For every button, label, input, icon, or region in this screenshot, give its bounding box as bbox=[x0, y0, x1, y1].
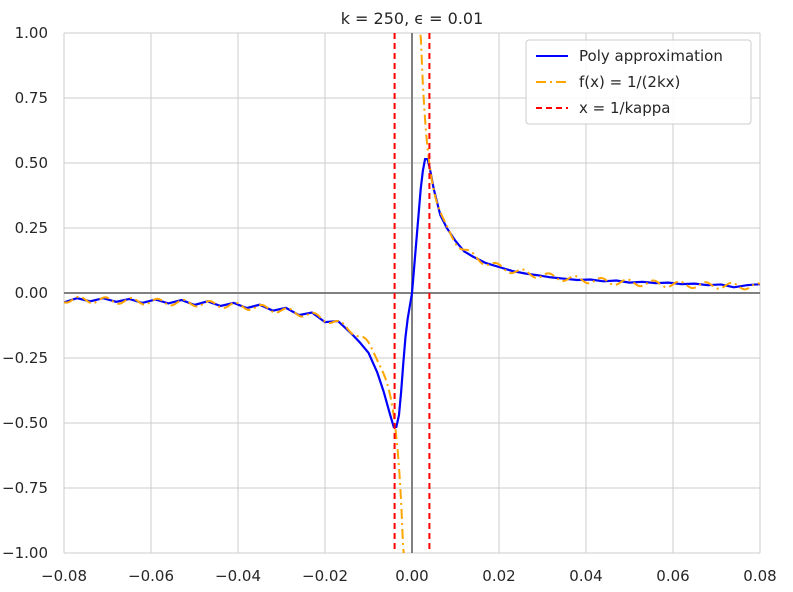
y-tick-label: 0.50 bbox=[15, 154, 48, 172]
x-tick-label: 0.00 bbox=[395, 567, 428, 585]
x-tick-label: 0.06 bbox=[656, 567, 689, 585]
tick-labels: −0.08 −0.06 −0.04 −0.02 0.00 0.02 0.04 0.06 0.08… bbox=[2, 24, 777, 585]
chart-title: k = 250, ϵ = 0.01 bbox=[341, 9, 484, 28]
y-tick-label: 0.25 bbox=[15, 219, 48, 237]
series-f-negative bbox=[64, 295, 405, 553]
legend: Poly approximation f(x) = 1/(2kx) x = 1/ka… bbox=[525, 39, 752, 125]
x-tick-label: 0.02 bbox=[482, 567, 515, 585]
series-f-positive bbox=[419, 33, 760, 291]
legend-label-2: x = 1/kappa bbox=[579, 99, 670, 117]
y-tick-label: −0.75 bbox=[2, 479, 48, 497]
series-poly-approximation bbox=[64, 158, 760, 428]
series-layer bbox=[64, 33, 760, 553]
y-tick-label: 1.00 bbox=[15, 24, 48, 42]
y-tick-label: 0.00 bbox=[15, 284, 48, 302]
x-tick-label: −0.08 bbox=[41, 567, 87, 585]
x-tick-label: 0.04 bbox=[569, 567, 602, 585]
x-tick-label: −0.04 bbox=[215, 567, 261, 585]
x-tick-label: 0.08 bbox=[743, 567, 776, 585]
legend-label-0: Poly approximation bbox=[579, 47, 723, 65]
y-tick-label: −0.50 bbox=[2, 414, 48, 432]
legend-label-1: f(x) = 1/(2kx) bbox=[579, 73, 680, 91]
y-tick-label: −0.25 bbox=[2, 349, 48, 367]
legend-box bbox=[525, 39, 752, 125]
x-tick-label: −0.06 bbox=[128, 567, 174, 585]
x-tick-label: −0.02 bbox=[302, 567, 348, 585]
y-tick-label: −1.00 bbox=[2, 544, 48, 562]
y-tick-label: 0.75 bbox=[15, 89, 48, 107]
